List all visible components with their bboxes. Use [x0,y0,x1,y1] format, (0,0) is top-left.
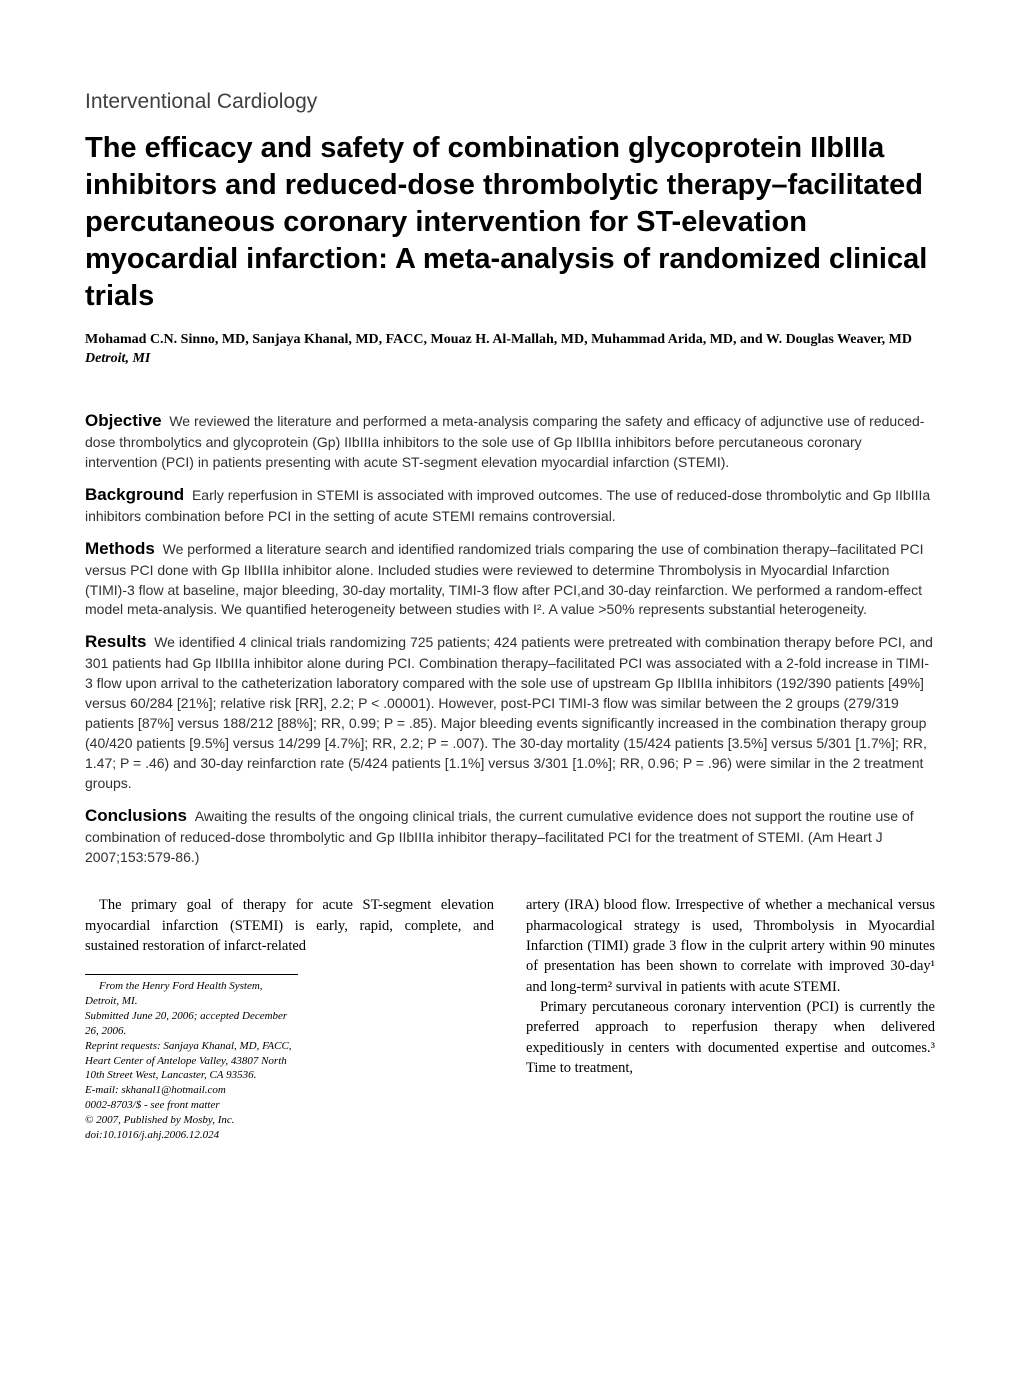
footnote-copyright: © 2007, Published by Mosby, Inc. [85,1113,298,1128]
abstract-conclusions-label: Conclusions [85,806,187,825]
body-columns: The primary goal of therapy for acute ST… [85,895,935,1142]
abstract-methods-label: Methods [85,539,155,558]
body-right-p2: Primary percutaneous coronary interventi… [526,997,935,1078]
abstract-background: Background Early reperfusion in STEMI is… [85,483,935,527]
abstract-objective-text: We reviewed the literature and performed… [85,413,924,470]
footnote-reprint: Reprint requests: Sanjaya Khanal, MD, FA… [85,1039,298,1084]
authors-location: Detroit, MI [85,351,150,366]
left-column: The primary goal of therapy for acute ST… [85,895,494,1142]
abstract-objective: Objective We reviewed the literature and… [85,409,935,473]
abstract-background-label: Background [85,485,184,504]
abstract-conclusions-text: Awaiting the results of the ongoing clin… [85,808,914,865]
abstract-methods: Methods We performed a literature search… [85,537,935,621]
article-title: The efficacy and safety of combination g… [85,130,935,316]
body-right-p1: artery (IRA) blood flow. Irrespective of… [526,895,935,996]
footnote-from: From the Henry Ford Health System, Detro… [85,979,298,1009]
abstract-results-text: We identified 4 clinical trials randomiz… [85,634,933,790]
footnote-issn: 0002-8703/$ - see front matter [85,1098,298,1113]
abstract-block: Objective We reviewed the literature and… [85,409,935,868]
footnote-submitted: Submitted June 20, 2006; accepted Decemb… [85,1009,298,1039]
abstract-results: Results We identified 4 clinical trials … [85,630,935,793]
section-label: Interventional Cardiology [85,90,935,114]
authors-names: Mohamad C.N. Sinno, MD, Sanjaya Khanal, … [85,332,912,347]
abstract-objective-label: Objective [85,411,162,430]
abstract-background-text: Early reperfusion in STEMI is associated… [85,487,930,524]
abstract-results-label: Results [85,632,146,651]
abstract-methods-text: We performed a literature search and ide… [85,541,923,618]
authors-block: Mohamad C.N. Sinno, MD, Sanjaya Khanal, … [85,330,935,369]
body-left-p1: The primary goal of therapy for acute ST… [85,895,494,956]
footnotes-block: From the Henry Ford Health System, Detro… [85,974,298,1142]
footnote-doi: doi:10.1016/j.ahj.2006.12.024 [85,1128,298,1143]
footnote-email: E-mail: skhanal1@hotmail.com [85,1083,298,1098]
right-column: artery (IRA) blood flow. Irrespective of… [526,895,935,1142]
abstract-conclusions: Conclusions Awaiting the results of the … [85,804,935,868]
